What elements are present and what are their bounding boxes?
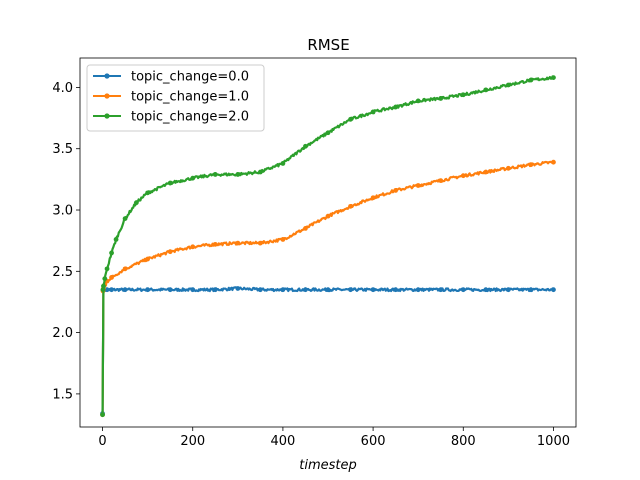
legend-swatch-marker [104,93,110,99]
data-point [505,287,511,293]
data-point [257,240,263,246]
data-point [190,287,196,293]
y-tick-label: 2.5 [52,265,73,280]
x-tick-label: 600 [361,434,386,449]
legend: topic_change=0.0 topic_change=1.0 topic_ch… [86,64,265,132]
y-tick-label: 3.0 [52,204,73,219]
data-point [257,169,263,175]
data-point [370,195,376,201]
data-point [528,77,534,83]
data-point [415,287,421,293]
data-point [325,213,331,219]
data-point [415,98,421,104]
data-point [212,287,218,293]
data-point [133,200,139,206]
y-tick-label: 4.0 [52,81,73,96]
data-point [235,240,241,246]
data-point [303,143,308,149]
data-point [109,287,114,293]
x-axis: 0 200 400 600 800 1000 [98,427,570,449]
data-point [280,237,286,242]
data-point [393,287,399,293]
data-point [257,287,263,293]
series-line [101,286,555,414]
data-point [101,283,106,289]
y-tick-label: 1.5 [52,387,73,402]
legend-entry-label: topic_change=2.0 [131,110,249,125]
x-tick-label: 200 [180,434,205,449]
data-point [280,287,286,293]
data-point [348,203,353,209]
data-point [325,130,331,136]
data-point [167,287,173,293]
data-point [551,159,556,165]
x-tick-label: 400 [270,434,295,449]
data-point [167,180,173,186]
data-point [460,92,466,98]
data-point [109,250,114,256]
data-point [483,287,489,293]
data-point [190,175,196,181]
x-tick-label: 1000 [537,434,570,449]
data-point [109,275,114,280]
data-point [438,287,444,293]
data-point [551,75,556,81]
data-point [145,190,151,196]
data-point [505,82,511,88]
chart-title: RMSE [307,36,349,54]
data-point [145,256,151,262]
y-axis: 1.5 2.0 2.5 3.0 3.5 4.0 [52,81,80,402]
data-point [438,178,444,183]
legend-entry-label: topic_change=0.0 [131,70,249,85]
legend-box [86,64,265,132]
data-point [100,287,106,293]
data-point [528,162,534,168]
plot-area [100,75,556,418]
data-point [235,172,241,177]
data-point [528,287,534,293]
data-point [122,287,128,293]
data-point [104,287,110,293]
data-point [370,287,376,293]
axes-frame [79,57,577,428]
data-point [113,237,119,242]
data-point [280,161,286,166]
data-point [415,183,421,188]
data-point [122,216,128,221]
legend-swatch-marker [104,73,110,79]
y-tick-label: 3.5 [52,142,73,157]
legend-swatch-marker [104,113,110,119]
data-point [167,249,173,255]
data-point [212,241,218,247]
data-point [483,87,489,93]
data-point [370,109,376,115]
data-point [393,188,399,193]
data-point [190,244,196,250]
data-point [303,287,308,293]
data-point [393,104,399,110]
data-point [303,226,308,231]
data-point [348,287,353,293]
data-point [104,266,110,272]
data-point [325,287,331,293]
x-tick-label: 800 [451,434,476,449]
data-point [100,412,105,418]
data-point [505,165,511,171]
legend-entry-label: topic_change=1.0 [131,90,249,105]
data-point [102,276,108,282]
data-point [438,96,444,101]
data-point [551,287,556,293]
y-tick-label: 2.0 [52,326,73,341]
data-point [212,172,218,177]
data-point [460,287,466,293]
data-point [235,286,241,291]
data-point [122,266,128,272]
data-point [348,116,353,122]
data-point [460,173,466,179]
x-tick-label: 0 [98,434,106,449]
x-axis-label: timestep [299,458,357,473]
data-point [145,287,151,293]
data-point [483,169,489,175]
